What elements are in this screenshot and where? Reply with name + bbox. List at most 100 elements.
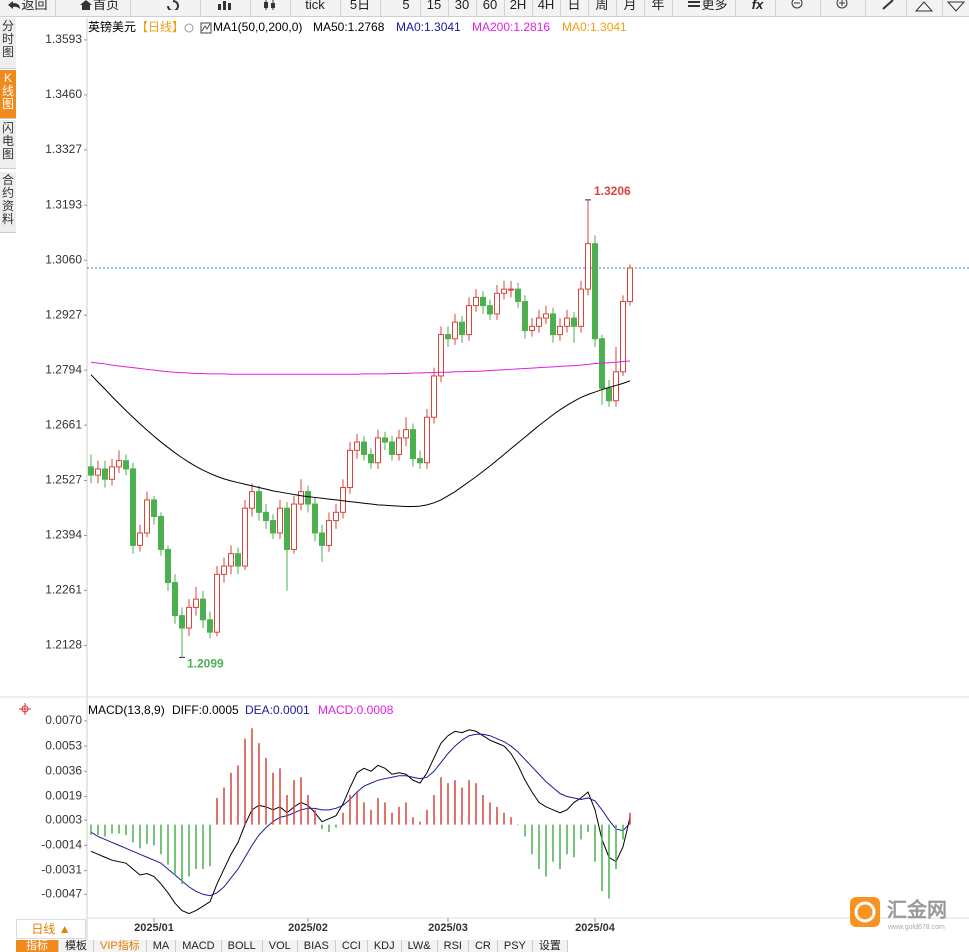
logo: [850, 897, 880, 927]
macd-icon[interactable]: [19, 703, 31, 715]
candle-body: [445, 334, 451, 340]
side-tab[interactable]: 合约资料: [0, 172, 16, 233]
legend-entry: MA0:1.3041: [562, 20, 627, 34]
side-tab[interactable]: 分时图: [0, 18, 16, 69]
chart-type-button[interactable]: [200, 0, 251, 16]
macd-line: [90, 729, 631, 915]
candle-body: [340, 487, 346, 513]
macd-bar: [615, 824, 617, 870]
macd-bar: [454, 780, 456, 825]
candle-body: [193, 598, 199, 608]
candle-body: [186, 606, 192, 629]
period-month[interactable]: 月: [616, 0, 645, 16]
indicator-tab[interactable]: 指标: [16, 940, 59, 952]
indicator-tab[interactable]: CCI: [335, 940, 368, 952]
candle-body: [319, 532, 325, 546]
candle-body: [158, 515, 164, 551]
period-15[interactable]: 15: [420, 0, 449, 16]
candle-body: [291, 503, 297, 551]
macd-bar: [552, 824, 554, 862]
indicator-tab[interactable]: BOLL: [221, 940, 263, 952]
period-day[interactable]: 日: [560, 0, 589, 16]
back-button[interactable]: 返回: [0, 0, 56, 16]
refresh-button[interactable]: [145, 0, 201, 16]
candle-body: [298, 491, 304, 505]
macd-bar: [419, 821, 421, 825]
legend-entry: DEA:0.0001: [245, 703, 310, 717]
candle-body: [277, 507, 283, 534]
candle-body: [480, 296, 486, 307]
macd-bar: [370, 809, 372, 825]
period-2h[interactable]: 2H: [504, 0, 533, 16]
period-button[interactable]: 日线 ▲: [16, 919, 86, 939]
candle-button[interactable]: [250, 0, 291, 16]
formula-button[interactable]: fx: [740, 0, 776, 16]
period-5[interactable]: 5: [392, 0, 421, 16]
indicator-icon[interactable]: [200, 22, 212, 34]
y-tick-label: 1.2128: [45, 638, 82, 652]
macd-bar: [447, 783, 449, 825]
candle-body: [382, 437, 388, 443]
candle-body: [228, 553, 234, 567]
side-tab[interactable]: 闪电图: [0, 120, 16, 169]
period-5d[interactable]: 5日: [340, 0, 381, 16]
indicator-tab[interactable]: 设置: [532, 940, 568, 952]
macd-bar: [622, 824, 624, 840]
candle-body: [347, 449, 353, 489]
y-tick-label: 1.2527: [45, 473, 82, 487]
indicator-tab[interactable]: MA: [146, 940, 177, 952]
zoom-out[interactable]: [775, 0, 821, 16]
indicator-tab[interactable]: LW&: [401, 940, 438, 952]
y-tick-label: 1.3060: [45, 252, 82, 266]
candle-body: [333, 511, 339, 522]
period-30[interactable]: 30: [448, 0, 477, 16]
candle-body: [130, 468, 136, 546]
macd-bar: [118, 824, 120, 834]
candle-body: [305, 491, 311, 505]
draw-tool[interactable]: [870, 0, 907, 16]
more-button[interactable]: 更多: [680, 0, 736, 16]
high-annotation: 1.3206: [594, 184, 631, 198]
indicator-tab[interactable]: PSY: [497, 940, 533, 952]
macd-bar: [307, 794, 309, 825]
home-label: 首页: [92, 0, 119, 12]
candle-body: [592, 243, 598, 340]
legend-entry: DIFF:0.0005: [172, 703, 239, 717]
zoom-in[interactable]: [820, 0, 866, 16]
candle-body: [627, 267, 633, 303]
macd-bar: [573, 824, 575, 858]
indicator-tab[interactable]: VOL: [262, 940, 298, 952]
macd-bar: [209, 824, 211, 867]
period-4h[interactable]: 4H: [532, 0, 561, 16]
shape-tool[interactable]: [906, 0, 943, 16]
candle-body: [515, 288, 521, 303]
period-60[interactable]: 60: [476, 0, 505, 16]
collapse-tool[interactable]: [942, 0, 969, 16]
indicator-tab[interactable]: BIAS: [297, 940, 336, 952]
side-tab-active[interactable]: K线图: [0, 70, 16, 119]
settings-icon[interactable]: [184, 23, 194, 33]
macd-bar: [279, 768, 281, 825]
candle-body: [410, 429, 416, 460]
candle-body: [459, 321, 465, 336]
macd-bar: [167, 824, 169, 865]
period-week[interactable]: 周: [588, 0, 617, 16]
indicator-tab[interactable]: 模板: [59, 940, 94, 952]
indicator-tab[interactable]: KDJ: [367, 940, 402, 952]
indicator-tab[interactable]: MACD: [176, 940, 222, 952]
candle-body: [284, 507, 290, 551]
candle-body: [571, 317, 577, 327]
period-year[interactable]: 年: [644, 0, 673, 16]
candle-body: [578, 288, 584, 327]
indicator-tab[interactable]: RSI: [437, 940, 469, 952]
indicator-tab[interactable]: VIP指标: [94, 940, 147, 952]
macd-bar: [90, 824, 92, 836]
macd-bar: [314, 809, 316, 825]
indicator-tab[interactable]: CR: [468, 940, 498, 952]
period-tick[interactable]: tick: [290, 0, 341, 16]
home-button[interactable]: 首页: [68, 0, 131, 16]
ma-line: [90, 374, 631, 508]
legend-entry: MA200:1.2816: [472, 20, 550, 34]
